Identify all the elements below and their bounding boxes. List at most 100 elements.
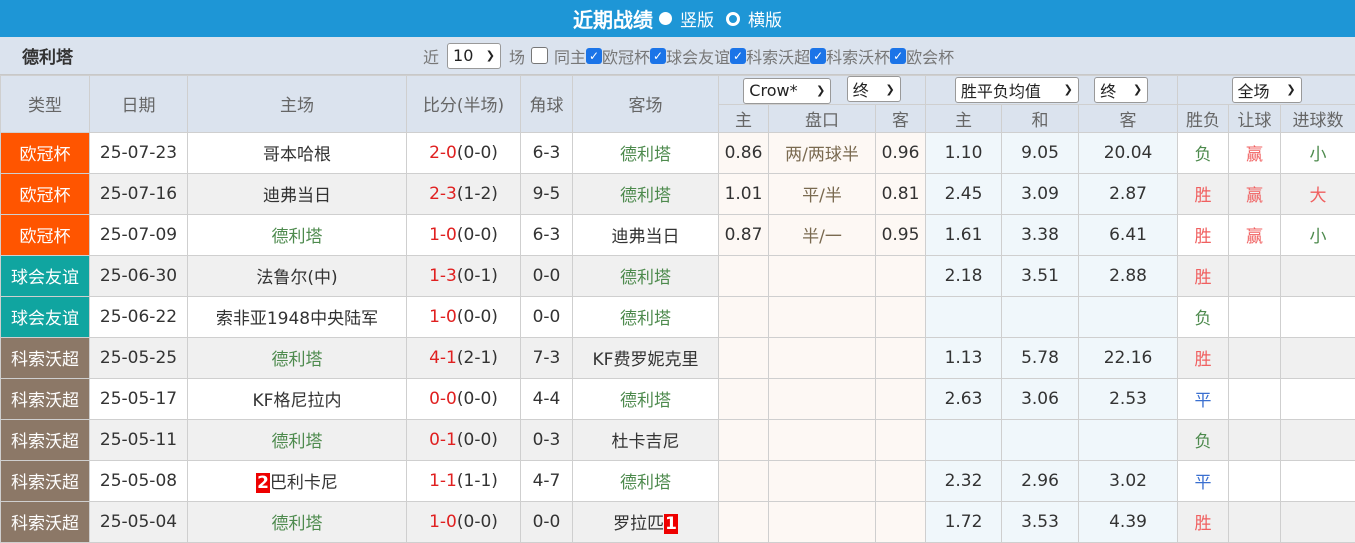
radio-horizontal-label[interactable]: 横版	[748, 6, 782, 31]
league-checkbox[interactable]: ✓	[730, 48, 746, 64]
away-team[interactable]: 德利塔	[573, 255, 719, 296]
eu-stage-value: 终	[1100, 78, 1116, 102]
ah-line-text: 半/一	[802, 227, 842, 247]
away-team[interactable]: 迪弗当日	[573, 214, 719, 255]
away-team-name[interactable]: 德利塔	[620, 309, 671, 329]
league-checkbox[interactable]: ✓	[890, 48, 906, 64]
ah-line	[769, 378, 876, 419]
eu-draw-odds-text: 3.53	[1021, 512, 1059, 532]
home-team-name[interactable]: 法鲁尔(中)	[256, 268, 337, 288]
handicap-result: 赢	[1229, 132, 1281, 173]
half-time-score: (0-0)	[457, 225, 498, 245]
away-team-name[interactable]: 德利塔	[620, 186, 671, 206]
eu-away-odds-text: 22.16	[1104, 348, 1153, 368]
away-team[interactable]: 德利塔	[573, 132, 719, 173]
away-team[interactable]: KF费罗妮克里	[573, 337, 719, 378]
home-team[interactable]: 迪弗当日	[188, 173, 407, 214]
eu-type-select[interactable]: 胜平负均值❯	[955, 77, 1079, 103]
away-team-name[interactable]: 德利塔	[620, 268, 671, 288]
half-time-score: (0-0)	[457, 389, 498, 409]
col-handicap: 让球	[1229, 104, 1281, 132]
ah-company-select[interactable]: Crow*❯	[743, 78, 831, 104]
col-eu-home: 主	[926, 104, 1002, 132]
away-team[interactable]: 德利塔	[573, 378, 719, 419]
eu-away-odds-text: 2.87	[1109, 184, 1147, 204]
match-type: 科索沃超	[1, 337, 90, 378]
away-team-name[interactable]: 德利塔	[620, 473, 671, 493]
match-type: 科索沃超	[1, 501, 90, 542]
home-team-name[interactable]: 德利塔	[272, 514, 323, 534]
goals-result	[1281, 378, 1355, 419]
away-team[interactable]: 罗拉匹1	[573, 501, 719, 542]
away-team-name[interactable]: 迪弗当日	[612, 227, 680, 247]
full-time-score: 2-3	[429, 184, 457, 204]
away-team[interactable]: 杜卡吉尼	[573, 419, 719, 460]
away-team-name[interactable]: 罗拉匹	[613, 514, 664, 534]
full-time-score: 1-0	[429, 225, 457, 245]
period-select[interactable]: 全场❯	[1232, 77, 1302, 103]
match-date-text: 25-05-25	[100, 348, 177, 368]
away-team[interactable]: 德利塔	[573, 460, 719, 501]
away-team-name[interactable]: 杜卡吉尼	[612, 432, 680, 452]
eu-home-odds-text: 2.32	[945, 471, 983, 491]
home-team[interactable]: 哥本哈根	[188, 132, 407, 173]
home-team[interactable]: 2巴利卡尼	[188, 460, 407, 501]
league-checkbox[interactable]: ✓	[810, 48, 826, 64]
score: 0-0(0-0)	[407, 378, 521, 419]
home-team-name[interactable]: 德利塔	[272, 432, 323, 452]
match-date: 25-05-17	[90, 378, 188, 419]
eu-home-odds: 1.61	[926, 214, 1002, 255]
home-team-name[interactable]: KF格尼拉内	[253, 391, 342, 411]
half-time-score: (0-0)	[457, 143, 498, 163]
radio-vertical[interactable]	[659, 12, 672, 25]
col-corner: 角球	[521, 76, 573, 133]
away-team[interactable]: 德利塔	[573, 296, 719, 337]
result: 负	[1178, 132, 1229, 173]
ah-home-odds-text: 0.87	[725, 225, 763, 245]
home-team-name[interactable]: 德利塔	[272, 227, 323, 247]
goals-result-text: 小	[1310, 145, 1327, 165]
ah-home-odds: 1.01	[719, 173, 769, 214]
home-team-name[interactable]: 迪弗当日	[263, 186, 331, 206]
eu-away-odds: 3.02	[1079, 460, 1178, 501]
eu-home-odds-text: 2.18	[945, 266, 983, 286]
home-team[interactable]: 德利塔	[188, 419, 407, 460]
away-team-name[interactable]: KF费罗妮克里	[593, 350, 699, 370]
radio-vertical-label[interactable]: 竖版	[680, 6, 714, 31]
home-team-name[interactable]: 索非亚1948中央陆军	[216, 309, 378, 329]
league-checkbox[interactable]: ✓	[650, 48, 666, 64]
home-team[interactable]: KF格尼拉内	[188, 378, 407, 419]
home-team-name[interactable]: 德利塔	[272, 350, 323, 370]
home-team-name[interactable]: 巴利卡尼	[270, 473, 338, 493]
match-date: 25-06-30	[90, 255, 188, 296]
home-team[interactable]: 德利塔	[188, 501, 407, 542]
radio-horizontal[interactable]	[726, 12, 740, 26]
away-team-name[interactable]: 德利塔	[620, 391, 671, 411]
same-home-checkbox[interactable]	[531, 47, 548, 64]
home-team-name[interactable]: 哥本哈根	[263, 145, 331, 165]
away-team[interactable]: 德利塔	[573, 173, 719, 214]
league-checkbox[interactable]: ✓	[586, 48, 602, 64]
goals-result	[1281, 337, 1355, 378]
eu-stage-select[interactable]: 终❯	[1094, 77, 1148, 103]
home-team[interactable]: 德利塔	[188, 337, 407, 378]
match-count-select[interactable]: 10❯	[447, 43, 501, 69]
home-team[interactable]: 德利塔	[188, 214, 407, 255]
home-team[interactable]: 法鲁尔(中)	[188, 255, 407, 296]
home-team[interactable]: 索非亚1948中央陆军	[188, 296, 407, 337]
eu-away-odds-text: 2.53	[1109, 389, 1147, 409]
ah-away-odds-text: 0.81	[882, 184, 920, 204]
ah-stage-select[interactable]: 终❯	[847, 76, 901, 102]
away-team-name[interactable]: 德利塔	[620, 145, 671, 165]
ah-company-value: Crow*	[749, 81, 797, 100]
